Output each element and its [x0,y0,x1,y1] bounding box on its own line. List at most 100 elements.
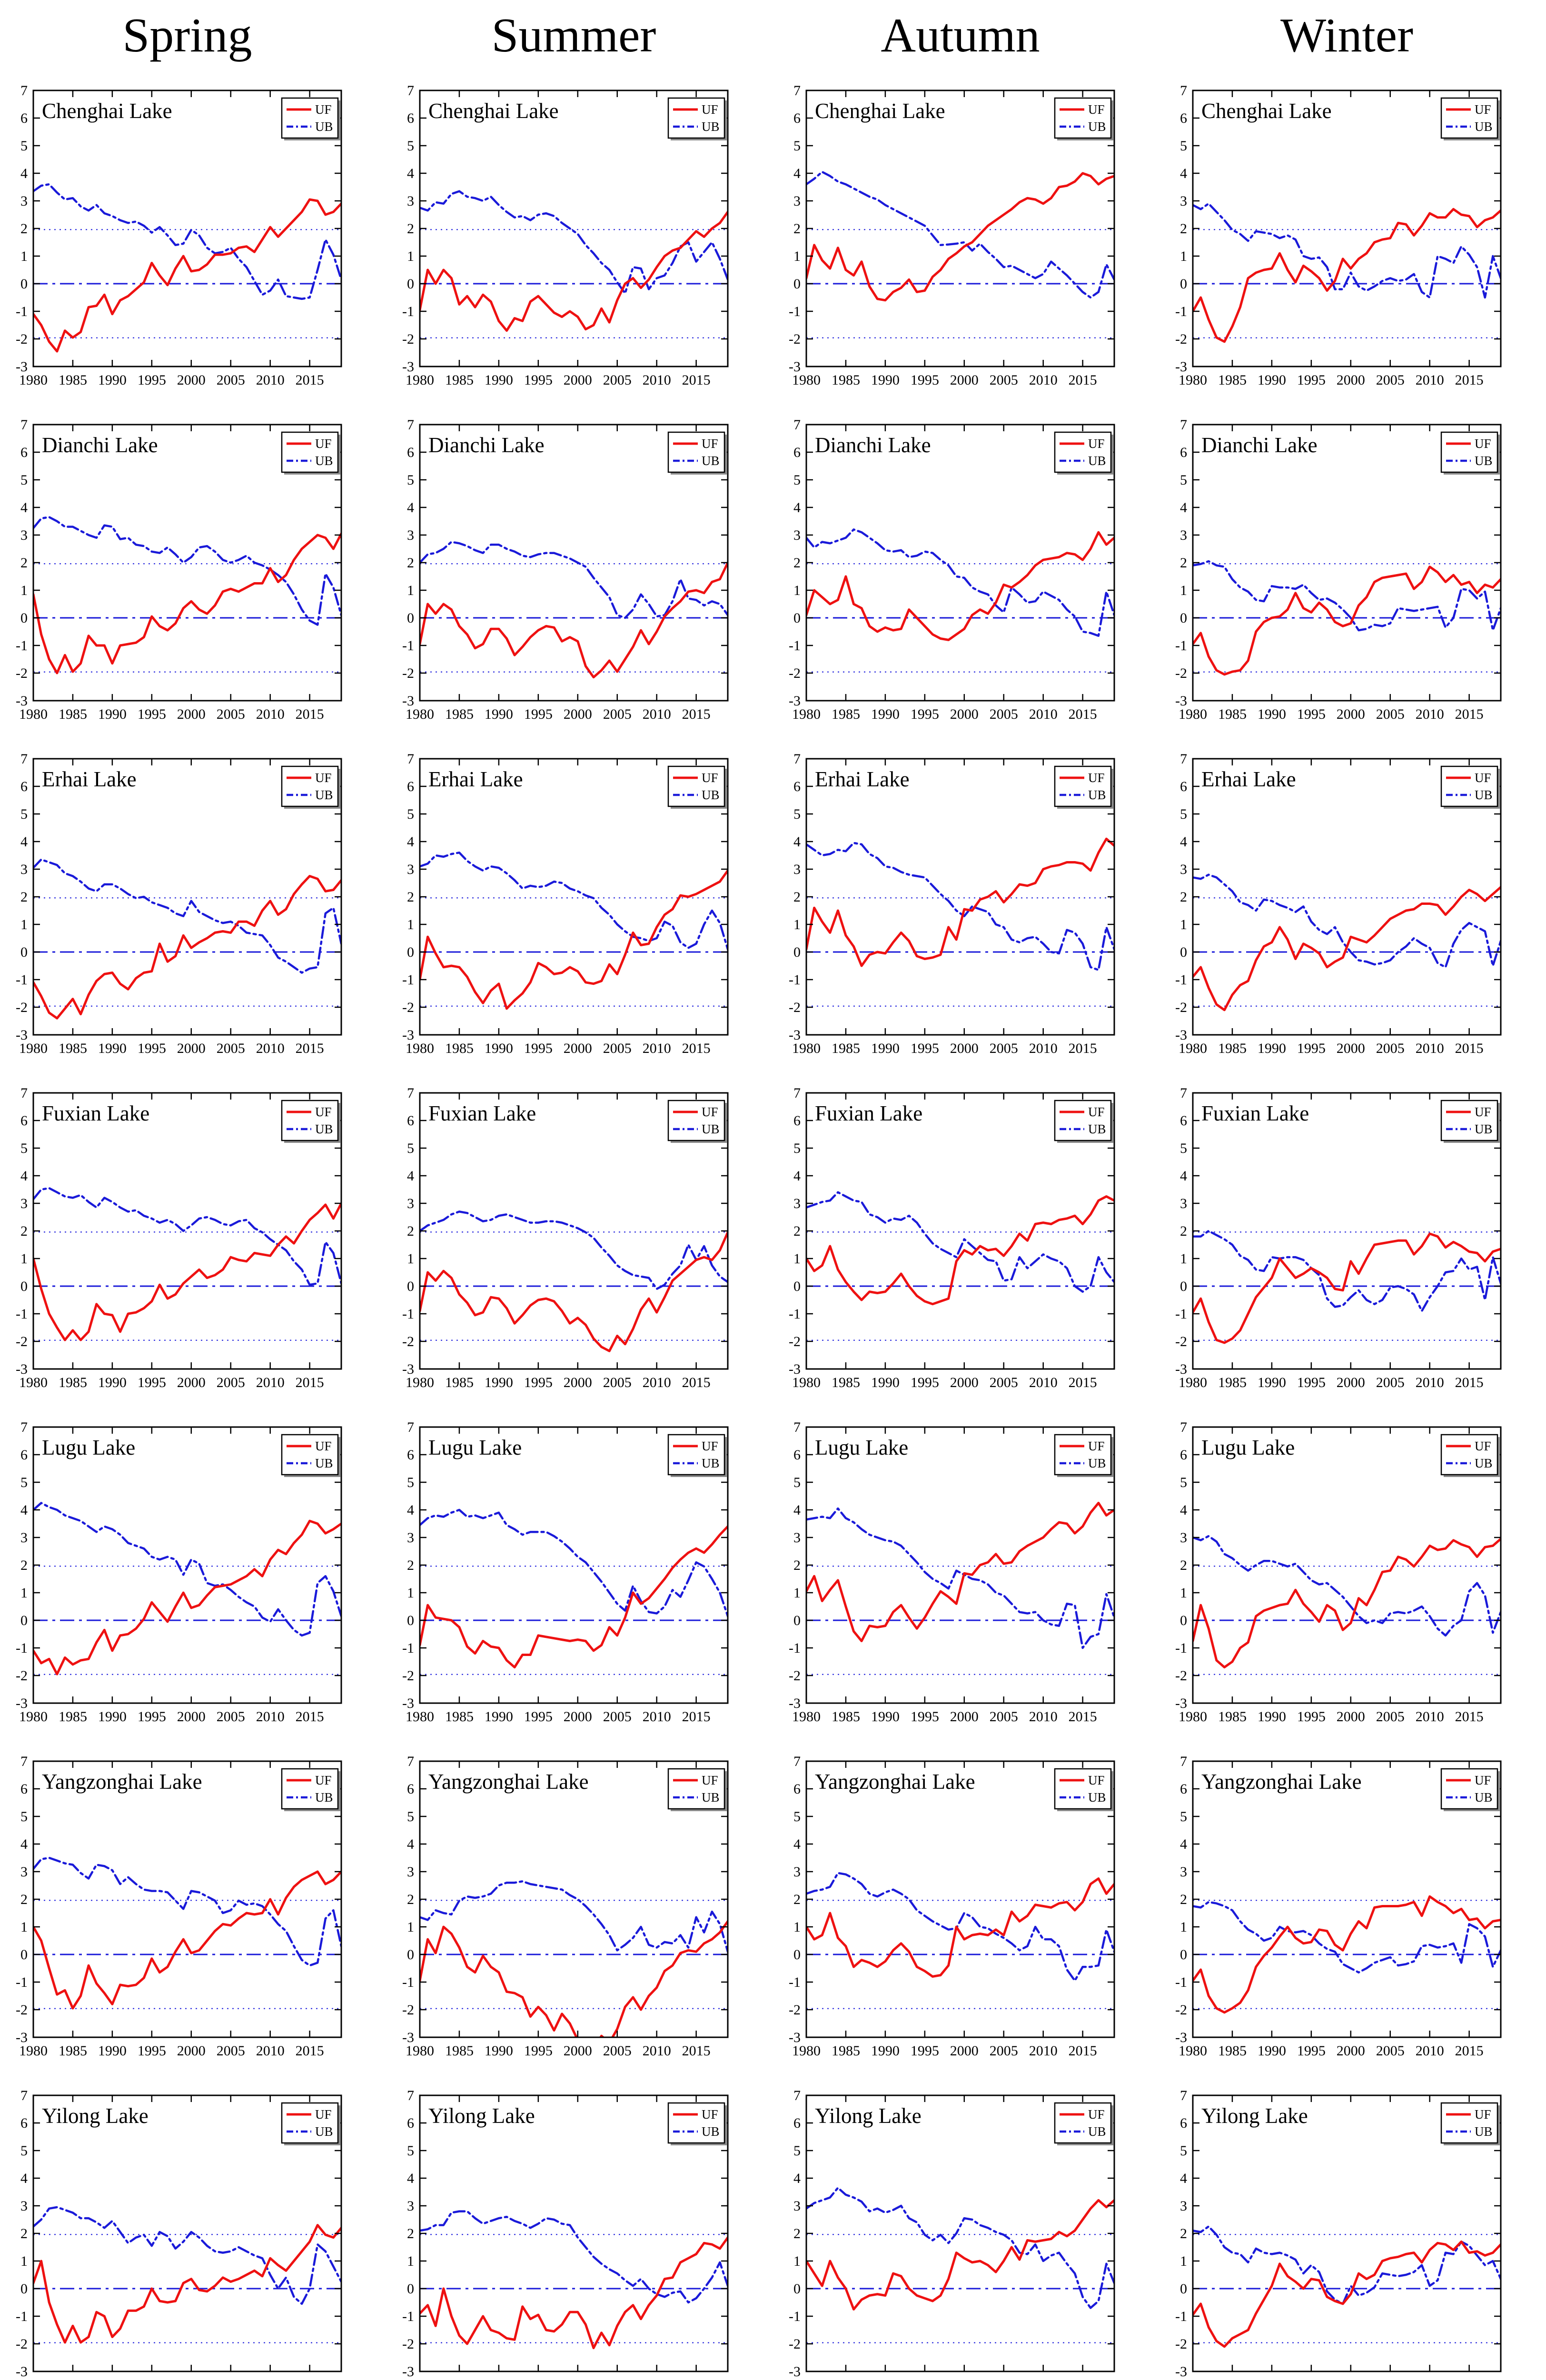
x-tick-label: 2000 [177,372,206,388]
x-tick-label: 2005 [1376,1709,1405,1725]
chart-chenghai-lake-spring: -3 -2 -1 0 1 2 3 4 5 6 7 1980 1985 1990 1995 2000 2005 20… [16,83,342,388]
y-tick-label: -3 [402,1361,414,1377]
uf-line [806,2199,1114,2311]
x-tick-label: 1985 [59,1375,87,1390]
y-tick-label: 5 [793,1475,801,1490]
x-tick-label: 2005 [1376,1375,1405,1390]
chart-fuxian-lake-spring: -3 -2 -1 0 1 2 3 4 5 6 7 1980 1985 1990 1995 2000 2005 20… [16,1085,342,1390]
y-tick-label: 3 [793,527,801,543]
x-tick-label: 2010 [1416,2043,1444,2059]
y-tick-label: 6 [20,1781,28,1797]
chart-chenghai-lake-winter: -3 -2 -1 0 1 2 3 4 5 6 7 1980 1985 1990 1995 2000 2005 20… [1175,83,1502,388]
x-tick-label: 1980 [19,372,48,388]
x-tick-label: 1990 [1258,2043,1286,2059]
x-tick-label: 2000 [177,1375,206,1390]
y-tick-label: 2 [407,1892,414,1907]
x-tick-label: 1980 [1179,2043,1207,2059]
legend-uf-label: UF [315,436,332,451]
uf-line [1193,1232,1501,1344]
y-tick-label: 2 [793,1223,801,1239]
y-tick-label: -2 [402,1000,414,1015]
y-tick-label: 2 [793,2226,801,2241]
x-tick-label: 2015 [1069,1375,1097,1390]
x-tick-label: 2000 [950,372,979,388]
season-title-summer: Summer [491,9,656,62]
legend-uf-label: UF [1088,436,1105,451]
x-tick-label: 2015 [1069,372,1097,388]
y-tick-label: 4 [1180,500,1187,516]
x-tick-label: 2010 [1416,1709,1444,1725]
y-tick-label: -2 [789,1000,801,1015]
x-tick-label: 1995 [524,2377,553,2380]
y-tick-label: 3 [407,862,414,877]
y-tick-label: 2 [20,1892,28,1907]
x-tick-label: 2015 [1455,1041,1484,1056]
x-tick-label: 1995 [1297,1041,1326,1056]
x-tick-label: 1980 [406,2377,434,2380]
uf-line [1193,2240,1501,2348]
x-tick-label: 1985 [832,1709,860,1725]
ub-line [420,1880,728,1953]
legend-box [667,1434,725,1476]
legend-ub-label: UB [1475,1122,1493,1136]
y-tick-label: 6 [407,110,414,126]
y-tick-label: 5 [20,806,28,822]
y-tick-label: 1 [1180,917,1187,932]
y-tick-label: -2 [1175,665,1187,681]
legend-uf-label: UF [1475,2107,1491,2122]
y-tick-label: -1 [789,304,801,319]
y-tick-label: 2 [407,1223,414,1239]
x-tick-label: 1990 [871,1375,900,1390]
chart-lugu-lake-autumn: -3 -2 -1 0 1 2 3 4 5 6 7 1980 1985 1990 1995 2000 2005 20… [789,1419,1115,1725]
legend-box [667,431,725,473]
y-tick-label: 1 [407,1585,414,1601]
x-tick-label: 1985 [832,2043,860,2059]
y-tick-label: -1 [789,638,801,654]
y-tick-label: -1 [789,1306,801,1322]
y-tick-label: 6 [20,2115,28,2131]
ub-line [33,858,341,974]
x-tick-label: 2010 [1029,2377,1058,2380]
lake-label: Yangzonghai Lake [1201,1770,1362,1794]
chart-erhai-lake-autumn: -3 -2 -1 0 1 2 3 4 5 6 7 1980 1985 1990 1995 2000 2005 20… [789,751,1115,1056]
legend-box [281,1100,339,1141]
x-tick-label: 2010 [256,2377,285,2380]
y-tick-label: 0 [793,1279,801,1294]
y-tick-label: -1 [789,972,801,988]
y-tick-label: 1 [793,1251,801,1267]
y-tick-label: 3 [20,862,28,877]
uf-line [420,1525,728,1669]
legend-box [1054,1768,1112,1810]
y-tick-label: -2 [16,1668,28,1684]
y-tick-label: 2 [20,221,28,237]
season-title-spring: Spring [122,9,252,62]
x-tick-label: 2010 [1416,706,1444,722]
chart-yangzonghai-lake-autumn: -3 -2 -1 0 1 2 3 4 5 6 7 1980 1985 1990 1995 2000 2005 20… [789,1754,1115,2059]
legend-uf-label: UF [315,102,332,117]
x-tick-label: 1995 [138,1375,166,1390]
y-tick-label: 6 [407,1113,414,1129]
x-tick-label: 1990 [1258,1375,1286,1390]
legend-uf-label: UF [315,771,332,785]
y-tick-label: 6 [20,1113,28,1129]
y-tick-label: 4 [20,2171,28,2186]
y-tick-label: -2 [789,331,801,347]
x-tick-label: 2005 [217,1041,245,1056]
y-tick-label: -2 [402,1668,414,1684]
x-tick-label: 1990 [485,1375,513,1390]
ub-line [806,1507,1114,1649]
x-tick-label: 1980 [406,1375,434,1390]
legend-box [281,2102,339,2144]
x-tick-label: 2005 [217,2377,245,2380]
y-tick-label: -3 [16,1027,28,1043]
x-tick-label: 1995 [911,2043,939,2059]
y-tick-label: 6 [793,1781,801,1797]
y-tick-label: 5 [20,1475,28,1490]
y-tick-label: 0 [407,944,414,960]
x-tick-label: 1995 [138,372,166,388]
y-tick-label: 4 [1180,2171,1187,2186]
ub-line [1193,560,1501,632]
y-tick-label: 5 [793,472,801,488]
y-tick-label: 3 [20,193,28,209]
ub-line [420,2210,728,2304]
